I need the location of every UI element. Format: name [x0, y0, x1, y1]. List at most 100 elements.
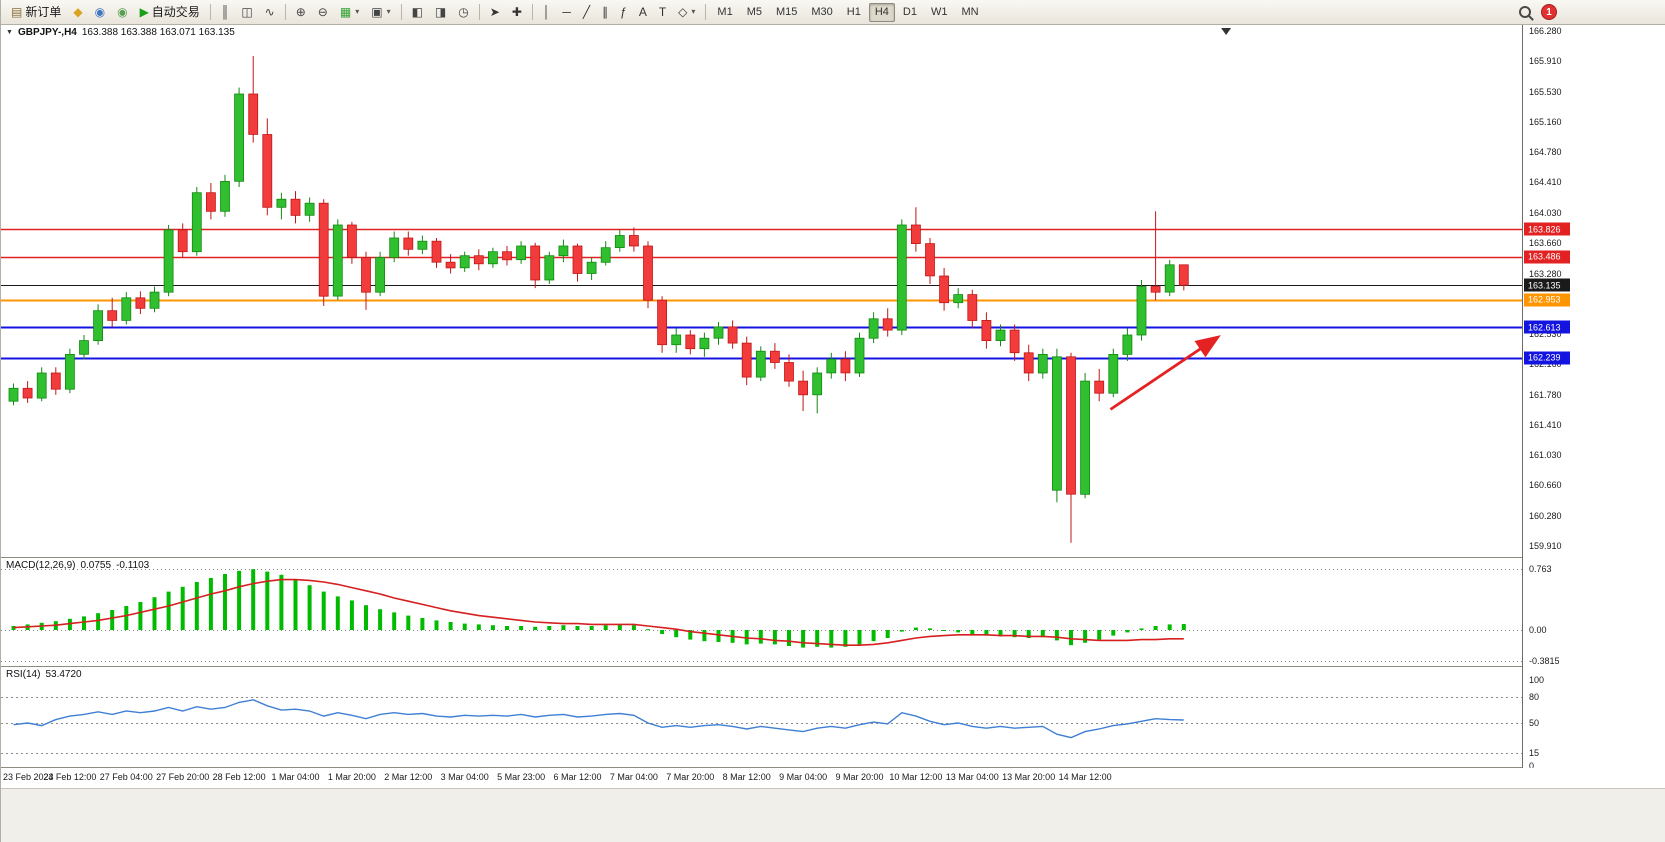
profiles-button[interactable]: ▣ ▾: [366, 4, 395, 20]
panel-divider[interactable]: [1, 666, 1665, 667]
price-axis-tick: 164.410: [1529, 177, 1562, 188]
notification-badge[interactable]: 1: [1541, 4, 1557, 20]
cursor-tool-button[interactable]: ➤: [485, 4, 505, 20]
price-line-label: 163.486: [1524, 250, 1570, 264]
timeframe-m5[interactable]: M5: [746, 5, 762, 18]
toolbar-separator: [531, 4, 533, 20]
caret-down-icon: ▾: [386, 7, 391, 16]
price-axis-tick: 163.280: [1529, 268, 1562, 279]
price-axis-tick: 164.780: [1529, 147, 1562, 158]
channel-icon: ∥: [602, 5, 609, 19]
support-icon[interactable]: ◉: [112, 4, 132, 20]
panel-divider[interactable]: [1, 557, 1665, 558]
search-icon[interactable]: [1519, 6, 1531, 18]
window-icon: ▣: [371, 5, 383, 19]
globe-icon: ◉: [94, 5, 106, 19]
line-chart-mode-button[interactable]: ∿: [260, 4, 280, 20]
candlestick-mode-button[interactable]: ◫: [236, 4, 257, 20]
macd-axis-tick: 0.763: [1529, 563, 1552, 574]
bar-chart-mode-button[interactable]: ║: [216, 4, 235, 20]
toolbar-items: ▤ 新订单 ◆ ◉ ◉ ▶ 自动交易 ║ ◫ ∿ ⊕ ⊖ ▦ ▾ ▣ ▾ ◧ ◨ ◷ ➤ ✚ │ ─ ╱ ∥ ƒ A T ◇ ▾ M1 M5 M…: [5, 0, 986, 24]
time-axis-label: 14 Mar 12:00: [1058, 772, 1112, 782]
timeframe-m1[interactable]: M1: [717, 5, 733, 18]
rsi-value: 53.4720: [45, 669, 82, 680]
toolbar-separator: [400, 4, 402, 20]
community-icon[interactable]: ◉: [90, 4, 110, 20]
candlestick-chart-icon: ◫: [241, 5, 253, 19]
new-chart-button[interactable]: ▦ ▾: [335, 4, 364, 20]
price-axis-tick: 160.660: [1529, 480, 1562, 491]
time-axis-label: 1 Mar 20:00: [327, 772, 376, 782]
time-axis-label: 6 Mar 12:00: [553, 772, 602, 782]
trend-arrow[interactable]: [1109, 335, 1221, 411]
chart-header: ▼ GBPJPY-,H4 163.388 163.388 163.071 163…: [6, 27, 235, 38]
price-chart-canvas[interactable]: [1, 25, 1522, 557]
time-axis-label: 23 Feb 2023: [3, 772, 54, 782]
price-axis[interactable]: 166.280 165.910 165.530 165.160 164.780 164.4…: [1522, 25, 1665, 768]
panel-divider[interactable]: [1, 767, 1665, 768]
time-axis-label: 5 Mar 23:00: [497, 772, 546, 782]
price-axis-tick: 162.530: [1529, 329, 1562, 340]
line-chart-icon: ∿: [264, 5, 275, 19]
channel-tool[interactable]: ∥: [597, 4, 613, 20]
time-axis-label: 2 Mar 12:00: [384, 772, 433, 782]
symbol-menu-icon[interactable]: ▼: [6, 29, 13, 36]
timeframe-m30[interactable]: M30: [811, 5, 833, 18]
vertical-line-tool[interactable]: │: [538, 4, 556, 20]
rsi-panel[interactable]: RSI(14) 53.4720: [1, 667, 1522, 767]
zoom-out-button[interactable]: ⊖: [313, 4, 333, 20]
cascade-windows-button[interactable]: ◨: [430, 4, 451, 20]
rsi-axis-tick: 80: [1529, 692, 1540, 703]
mql5-market-icon[interactable]: ◆: [68, 4, 87, 20]
macd-value-signal: -0.1103: [116, 560, 150, 571]
macd-canvas[interactable]: [1, 558, 1522, 666]
macd-value-main: 0.0755: [80, 560, 112, 571]
circle-icon: ◉: [117, 5, 128, 19]
text-icon: A: [638, 5, 647, 19]
timeframe-mn[interactable]: MN: [961, 5, 979, 18]
auto-scroll-button[interactable]: ◷: [453, 4, 473, 20]
time-axis[interactable]: 23 Feb 2023 24 Feb 12:00 27 Feb 04:00 27 Fe…: [1, 768, 1665, 788]
trendline-tool[interactable]: ╱: [578, 4, 595, 20]
timeframe-w1[interactable]: W1: [930, 5, 948, 18]
toolbar: ▤ 新订单 ◆ ◉ ◉ ▶ 自动交易 ║ ◫ ∿ ⊕ ⊖ ▦ ▾ ▣ ▾ ◧ ◨ ◷ ➤ ✚ │ ─ ╱ ∥ ƒ A T ◇ ▾ M1 M5 M…: [1, 0, 1665, 25]
zoom-in-icon: ⊕: [295, 5, 306, 19]
price-line-label: 163.826: [1524, 222, 1570, 236]
timeframe-h1[interactable]: H1: [846, 5, 861, 18]
timeframe-m15[interactable]: M15: [775, 5, 798, 18]
horizontal-line-tool[interactable]: ─: [557, 4, 576, 20]
price-axis-tick: 163.660: [1529, 237, 1562, 248]
auto-trading-button-label: 自动交易: [151, 5, 200, 19]
caret-down-icon: ▾: [355, 7, 360, 16]
shapes-tool[interactable]: ◇ ▾: [673, 4, 700, 20]
rsi-canvas[interactable]: [1, 667, 1522, 767]
time-axis-label: 10 Mar 12:00: [889, 772, 943, 782]
macd-histogram: [11, 569, 1186, 648]
chart-ohlc: 163.388 163.388 163.071 163.135: [81, 27, 235, 38]
label-tool[interactable]: T: [654, 4, 671, 20]
text-tool[interactable]: A: [634, 4, 652, 20]
time-axis-label: 24 Feb 12:00: [43, 772, 97, 782]
clock-icon: ◷: [458, 5, 469, 19]
bar-chart-icon: ║: [220, 5, 230, 19]
rsi-axis-tick: 50: [1529, 718, 1540, 728]
fibonacci-tool[interactable]: ƒ: [615, 4, 632, 20]
macd-panel[interactable]: MACD(12,26,9) 0.0755 -0.1103: [1, 558, 1522, 666]
new-order-button[interactable]: ▤ 新订单: [6, 4, 66, 20]
trendline-icon: ╱: [582, 5, 591, 19]
timeframe-h4[interactable]: H4: [868, 2, 895, 22]
rsi-line: [13, 699, 1184, 739]
auto-trading-button[interactable]: ▶ 自动交易: [135, 4, 205, 20]
rsi-header: RSI(14) 53.4720: [6, 669, 82, 680]
time-axis-label: 8 Mar 12:00: [722, 772, 771, 782]
time-axis-label: 27 Feb 04:00: [99, 772, 153, 782]
price-axis-tick: 160.280: [1529, 511, 1562, 522]
price-chart-panel[interactable]: ▼ GBPJPY-,H4 163.388 163.388 163.071 163…: [1, 25, 1522, 557]
zoom-in-button[interactable]: ⊕: [291, 4, 311, 20]
chart-shift-marker[interactable]: [1221, 28, 1232, 35]
crosshair-tool-button[interactable]: ✚: [507, 4, 527, 20]
timeframe-d1[interactable]: D1: [902, 5, 917, 18]
price-axis-tick: 159.910: [1529, 541, 1562, 551]
tile-windows-button[interactable]: ◧: [407, 4, 428, 20]
